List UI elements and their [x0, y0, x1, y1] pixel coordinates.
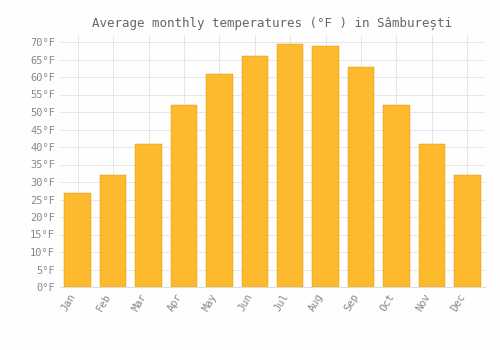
Bar: [206, 74, 233, 287]
Bar: [64, 193, 91, 287]
Bar: [277, 44, 303, 287]
Bar: [348, 66, 374, 287]
Bar: [136, 144, 162, 287]
Bar: [454, 175, 480, 287]
Bar: [418, 144, 445, 287]
Bar: [383, 105, 409, 287]
Bar: [242, 56, 268, 287]
Bar: [100, 175, 126, 287]
Bar: [312, 46, 339, 287]
Title: Average monthly temperatures (°F ) in Sâmburești: Average monthly temperatures (°F ) in Sâ…: [92, 17, 452, 30]
Bar: [170, 105, 197, 287]
